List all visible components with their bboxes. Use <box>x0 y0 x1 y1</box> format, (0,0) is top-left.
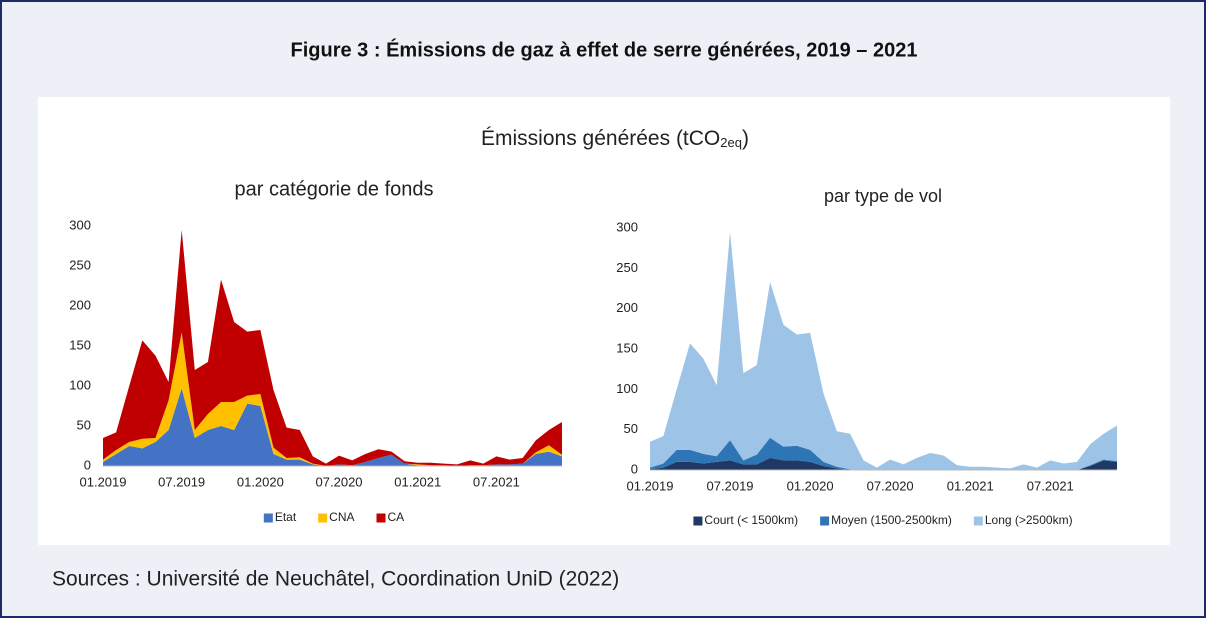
legend-label: CNA <box>329 510 354 524</box>
heading-sub: 2eq <box>720 135 742 150</box>
x-tick-label: 07.2020 <box>867 478 914 493</box>
x-tick-label: 07.2019 <box>707 478 754 493</box>
legend-swatch <box>820 516 830 526</box>
area <box>650 457 1117 470</box>
legend-swatch <box>376 513 386 523</box>
legend-label: Moyen (1500-2500km) <box>831 513 952 527</box>
legend-label: CA <box>388 510 405 524</box>
y-tick-label: 150 <box>616 340 638 355</box>
y-tick-label: 50 <box>624 421 638 436</box>
y-tick-label: 300 <box>616 219 638 234</box>
heading-text: Émissions générées (tCO <box>481 127 720 150</box>
legend-label: Court (< 1500km) <box>704 513 798 527</box>
chart-title: par catégorie de fonds <box>234 178 433 200</box>
y-tick-label: 50 <box>77 417 91 432</box>
x-tick-label: 07.2021 <box>1027 478 1074 493</box>
y-tick-label: 100 <box>69 377 91 392</box>
y-tick-label: 200 <box>616 300 638 315</box>
y-tick-label: 0 <box>84 457 91 472</box>
legend-swatch <box>973 516 983 526</box>
y-tick-label: 0 <box>631 461 638 476</box>
y-tick-label: 300 <box>69 217 91 232</box>
figure-title: Figure 3 : Émissions de gaz à effet de s… <box>291 38 918 61</box>
x-tick-label: 07.2020 <box>316 474 363 489</box>
legend-swatch <box>318 513 328 523</box>
x-tick-label: 01.2019 <box>80 474 127 489</box>
x-tick-label: 01.2020 <box>237 474 284 489</box>
heading: Émissions générées (tCO2eq) <box>481 127 749 151</box>
y-tick-label: 200 <box>69 297 91 312</box>
area <box>650 232 1117 470</box>
legend-label: Long (>2500km) <box>985 513 1073 527</box>
x-tick-label: 01.2021 <box>947 478 994 493</box>
x-tick-label: 01.2020 <box>787 478 834 493</box>
y-tick-label: 150 <box>69 337 91 352</box>
legend-swatch <box>263 513 273 523</box>
chart-title: par type de vol <box>824 186 942 206</box>
x-tick-label: 07.2019 <box>158 474 205 489</box>
y-tick-label: 250 <box>69 257 91 272</box>
source: Sources : Université de Neuchâtel, Coord… <box>52 568 619 591</box>
x-tick-label: 01.2019 <box>627 478 674 493</box>
area <box>650 437 1117 470</box>
legend-label: Etat <box>275 510 297 524</box>
x-tick-label: 01.2021 <box>394 474 441 489</box>
x-tick-label: 07.2021 <box>473 474 520 489</box>
panel <box>38 97 1170 545</box>
heading-tail: ) <box>742 127 749 150</box>
y-tick-label: 250 <box>616 260 638 275</box>
y-tick-label: 100 <box>616 381 638 396</box>
area <box>103 388 562 466</box>
legend-swatch <box>693 516 703 526</box>
